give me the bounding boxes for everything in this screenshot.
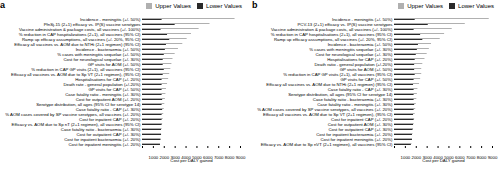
svg-text:2000: 2000 (159, 155, 169, 160)
svg-text:2000: 2000 (411, 155, 421, 160)
svg-text:Cost per DALY gained: Cost per DALY gained (170, 158, 213, 163)
svg-text:Cost for inpatient meningitis: Cost for inpatient meningitis (+/- 20%) (68, 142, 141, 147)
svg-text:1000: 1000 (401, 155, 411, 160)
svg-text:1000: 1000 (149, 155, 159, 160)
svg-text:9000: 9000 (236, 155, 246, 160)
svg-text:Cost per DALY gained: Cost per DALY gained (422, 158, 465, 163)
svg-text:9000: 9000 (488, 155, 498, 160)
svg-text:Efficacy vs. AOM due to Sp nVT: Efficacy vs. AOM due to Sp nVT (2+1 regi… (261, 142, 393, 147)
svg-text:7000: 7000 (214, 155, 224, 160)
svg-text:8000: 8000 (225, 155, 235, 160)
svg-text:8000: 8000 (477, 155, 487, 160)
svg-text:7000: 7000 (466, 155, 476, 160)
